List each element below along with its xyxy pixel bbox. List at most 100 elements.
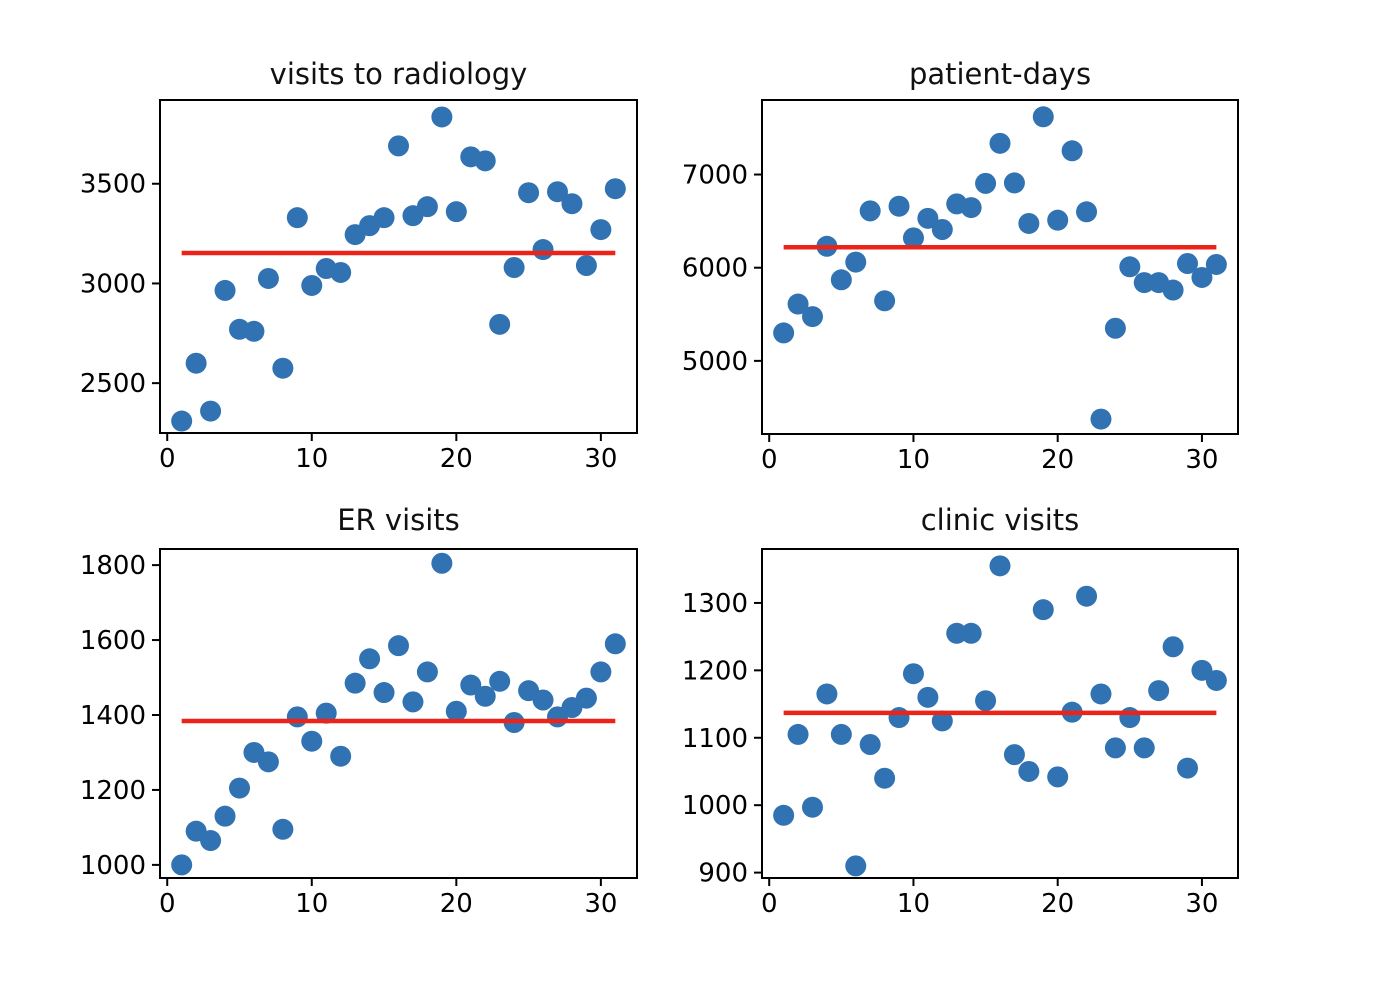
y-tick-label: 2500 — [80, 369, 146, 399]
x-tick-label: 30 — [1185, 445, 1218, 475]
scatter-point — [1061, 140, 1083, 162]
scatter-point — [989, 555, 1011, 577]
scatter-point — [1090, 408, 1112, 430]
scatter-point — [830, 723, 852, 745]
scatter-point — [200, 830, 222, 852]
scatter-point — [604, 178, 626, 200]
x-tick-label: 30 — [584, 889, 617, 919]
axes-frame — [159, 548, 638, 879]
scatter-point — [888, 195, 910, 217]
scatter-point — [243, 320, 265, 342]
scatter-point — [575, 687, 597, 709]
scatter-point — [388, 635, 409, 657]
scatter-point — [330, 745, 352, 767]
scatter-point — [1047, 209, 1069, 231]
scatter-point — [1104, 737, 1126, 759]
scatter-point — [917, 686, 939, 708]
x-tick-label: 20 — [440, 444, 473, 474]
scatter-point — [301, 274, 323, 296]
scatter-point — [888, 707, 910, 729]
y-tick-label: 5000 — [682, 347, 748, 377]
subplot-title-visits-to-radiology: visits to radiology — [269, 57, 528, 91]
scatter-point — [960, 197, 982, 219]
scatter-point — [257, 267, 279, 289]
scatter-point — [801, 306, 823, 328]
scatter-point — [301, 730, 323, 752]
scatter-point — [431, 552, 453, 574]
scatter-point — [1177, 757, 1199, 779]
scatter-point — [1003, 744, 1025, 766]
y-tick-label: 1600 — [80, 626, 146, 656]
y-tick-label: 3000 — [80, 269, 146, 299]
scatter-point — [474, 150, 496, 172]
scatter-point — [1205, 669, 1227, 691]
scatter-point — [859, 734, 881, 756]
scatter-point — [773, 322, 795, 344]
scatter-point — [902, 663, 924, 685]
axes-frame — [761, 548, 1239, 879]
scatter-point — [989, 132, 1011, 154]
scatter-point — [445, 201, 467, 223]
scatter-point — [590, 661, 612, 683]
scatter-point — [489, 313, 511, 335]
scatter-point — [1003, 172, 1025, 194]
scatter-point — [816, 683, 838, 705]
scatter-point — [171, 854, 193, 876]
scatter-point — [590, 219, 612, 241]
axes-frame — [159, 99, 638, 434]
scatter-point — [787, 723, 809, 745]
scatter-point — [773, 804, 795, 826]
scatter-point — [1133, 272, 1155, 294]
scatter-point — [185, 352, 207, 374]
y-tick-label: 3500 — [80, 170, 146, 200]
scatter-point — [575, 255, 597, 277]
scatter-point — [1119, 256, 1141, 278]
scatter-point — [518, 182, 540, 204]
subplot-2: 1000 1200 1400 1600 1800 0 10 20 30 — [80, 548, 638, 919]
scatter-point — [532, 689, 554, 711]
y-tick-label: 1800 — [80, 551, 146, 581]
y-tick-label: 1000 — [682, 791, 748, 821]
x-tick-label: 10 — [897, 889, 930, 919]
scatter-point — [561, 193, 583, 215]
scatter-point — [874, 767, 896, 789]
subplot-3: 900 1000 1100 1200 1300 0 10 20 30 — [682, 548, 1239, 919]
scatter-point — [416, 196, 438, 218]
y-tick-label: 6000 — [682, 254, 748, 284]
scatter-point — [489, 670, 511, 692]
scatter-point — [1032, 599, 1054, 621]
scatter-point — [801, 796, 823, 818]
x-tick-label: 20 — [1041, 889, 1074, 919]
scatter-point — [1119, 707, 1141, 729]
scatter-point — [1162, 279, 1184, 301]
scatter-point — [1205, 253, 1227, 275]
scatter-point — [1090, 683, 1112, 705]
scatter-point — [1047, 766, 1069, 788]
scatter-point — [214, 279, 236, 301]
scatter-point — [1018, 760, 1040, 782]
scatter-point — [1191, 266, 1213, 288]
scatter-point — [373, 682, 395, 704]
scatter-point — [272, 818, 294, 840]
y-tick-label: 1200 — [80, 776, 146, 806]
scatter-point — [946, 622, 968, 644]
scatter-point — [257, 751, 279, 773]
scatter-point — [359, 648, 381, 670]
scatter-point — [902, 227, 924, 249]
scatter-point — [1177, 253, 1199, 275]
scatter-point — [330, 261, 352, 283]
scatter-point — [1076, 201, 1098, 223]
y-tick-label: 900 — [698, 859, 748, 889]
subplot-0: 2500 3000 3500 0 10 20 30 — [80, 99, 638, 474]
scatter-point — [1032, 106, 1054, 128]
scatter-point — [845, 855, 867, 877]
scatter-point — [373, 207, 395, 229]
scatter-point — [787, 293, 809, 315]
scatter-point — [416, 661, 438, 683]
x-tick-label: 30 — [584, 444, 617, 474]
scatter-point — [388, 135, 409, 157]
scatter-point — [830, 269, 852, 291]
scatter-point — [917, 207, 939, 229]
x-tick-label: 10 — [897, 445, 930, 475]
y-tick-label: 1000 — [80, 851, 146, 881]
